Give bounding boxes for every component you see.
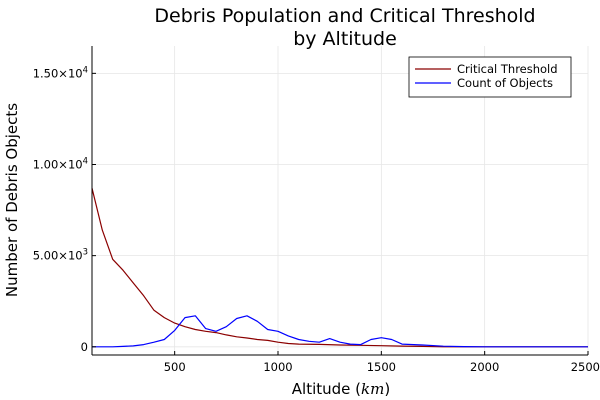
x-axis-title-prefix: Altitude ( xyxy=(292,380,361,398)
x-tick-label: 1000 xyxy=(263,360,292,374)
x-tick-label: 1500 xyxy=(367,360,396,374)
y-axis-ticks: 0 5.00×103 1.00×104 1.50×104 xyxy=(33,65,96,354)
chart-title-line-2: by Altitude xyxy=(293,28,397,50)
y-tick-label: 0 xyxy=(81,340,88,354)
x-axis-title-unit: km xyxy=(361,380,384,398)
y-tick-label: 5.00×103 xyxy=(33,248,88,263)
legend-label-critical-threshold: Critical Threshold xyxy=(457,62,558,76)
legend-label-count-of-objects: Count of Objects xyxy=(457,76,553,90)
series-line-count-of-objects xyxy=(92,315,588,348)
y-axis-title: Number of Debris Objects xyxy=(3,103,21,297)
y-tick-label: 1.50×104 xyxy=(33,65,88,80)
x-axis-title-suffix: ) xyxy=(384,380,390,398)
series-layer xyxy=(91,188,588,348)
x-tick-label: 2500 xyxy=(571,360,600,374)
x-axis-title: Altitude (km) xyxy=(292,380,390,398)
chart-title-line-1: Debris Population and Critical Threshold xyxy=(154,5,535,27)
x-tick-label: 500 xyxy=(164,360,186,374)
y-tick-label: 1.00×104 xyxy=(33,156,88,171)
x-axis-ticks: 500 1000 1500 2000 2500 xyxy=(164,351,600,374)
legend: Critical Threshold Count of Objects xyxy=(408,56,572,98)
x-tick-label: 2000 xyxy=(470,360,499,374)
legend-box xyxy=(408,56,572,98)
